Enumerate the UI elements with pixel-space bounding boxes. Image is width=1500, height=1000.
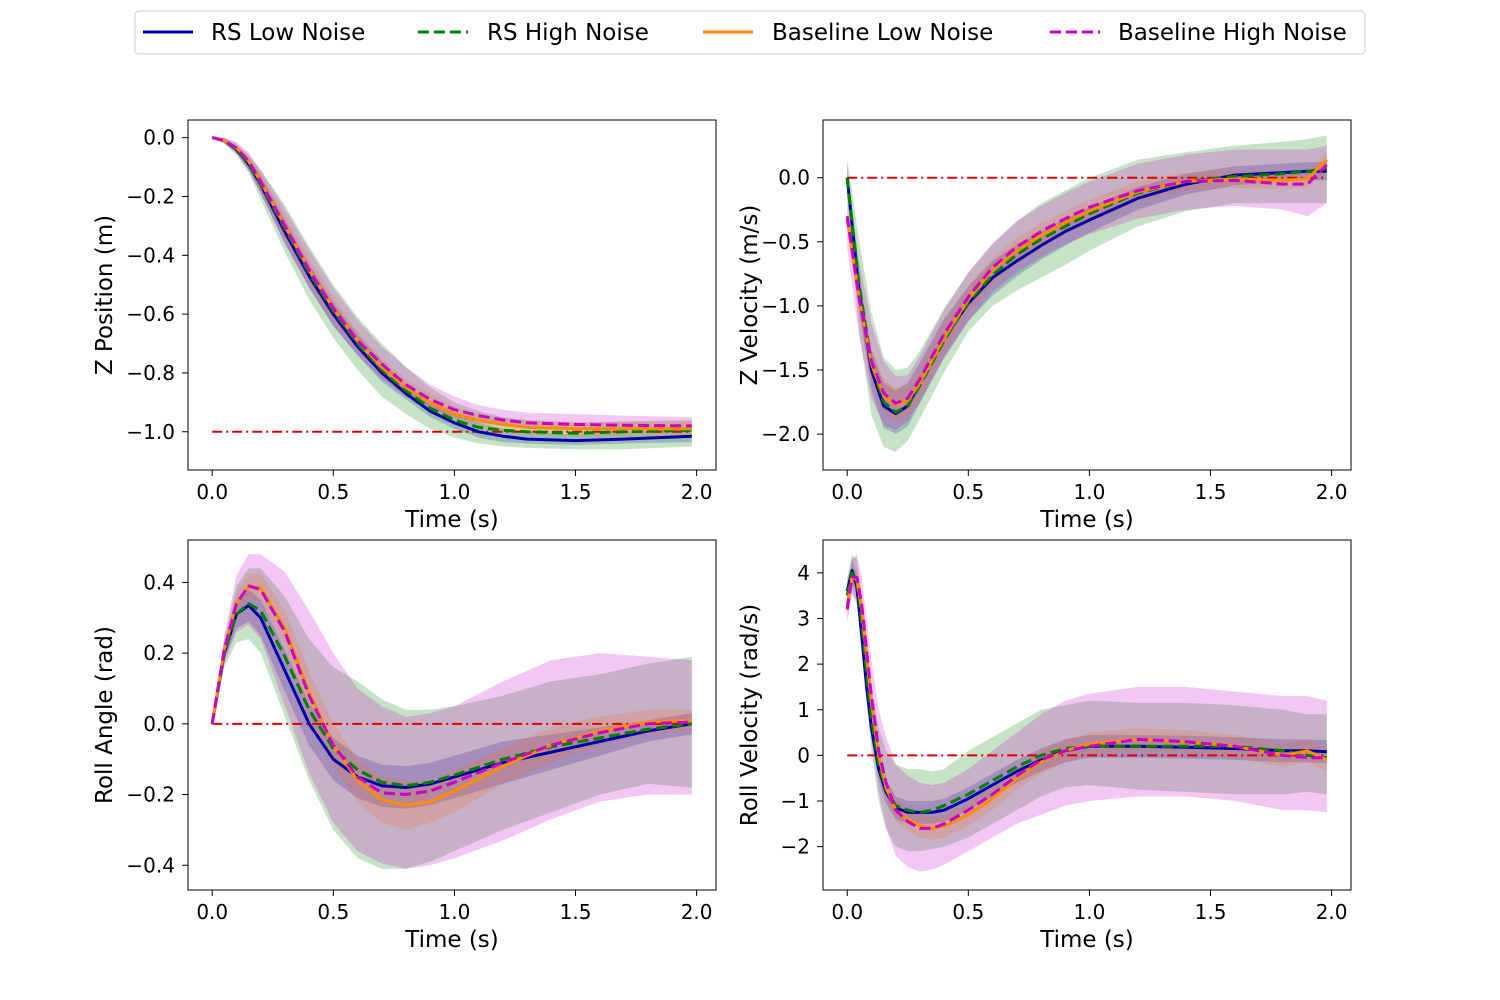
band-rs-high-noise <box>212 568 692 869</box>
x-axis-label: Time (s) <box>404 507 499 533</box>
band-rs-low-noise <box>212 589 692 809</box>
band-rs-low-noise <box>847 559 1327 824</box>
x-tick-label: 1.5 <box>560 900 592 924</box>
x-tick-label: 0.5 <box>952 900 984 924</box>
x-tick-label: 0.5 <box>317 900 349 924</box>
y-tick-label: 4 <box>797 561 810 585</box>
x-tick-label: 1.0 <box>1074 900 1106 924</box>
z-velocity-axes-frame <box>822 119 1352 471</box>
y-tick-label: 1 <box>797 698 810 722</box>
series-line-baseline-low-noise <box>211 136 692 431</box>
y-tick-label: −0.2 <box>126 783 175 807</box>
y-tick-label: −0.6 <box>126 302 175 326</box>
y-tick-label: 2 <box>797 652 810 676</box>
y-tick-label: 0.0 <box>143 126 175 150</box>
z-position-plot: 0.0 0.5 1.0 1.5 2.0 0.0 −0.2 −0.4 −0.6 −0.8 −1.0 Ti… <box>92 119 717 533</box>
x-tick-label: 0.0 <box>196 480 228 504</box>
y-tick-label: −1.0 <box>126 420 175 444</box>
x-tick-label: 2.0 <box>1316 480 1348 504</box>
band-baseline-high-noise <box>212 137 692 432</box>
y-tick-label: 0.0 <box>143 712 175 736</box>
series-line-baseline-high-noise <box>211 136 692 428</box>
y-tick-label: −1 <box>781 789 810 813</box>
x-tick-label: 1.0 <box>439 900 471 924</box>
x-tick-label: 1.0 <box>439 480 471 504</box>
series-line-baseline-low-noise <box>845 158 1328 407</box>
x-axis-label: Time (s) <box>404 927 499 953</box>
y-tick-label: −2.0 <box>761 422 810 446</box>
series-line-rs-high-noise <box>211 136 692 435</box>
series-line-baseline-high-noise <box>210 584 692 796</box>
series-line-rs-high-noise <box>845 167 1327 414</box>
y-tick-label: 0.2 <box>143 641 175 665</box>
y-tick-label: 0 <box>797 743 810 767</box>
x-tick-label: 1.0 <box>1074 480 1106 504</box>
x-tick-label: 2.0 <box>1316 900 1348 924</box>
series-line-rs-low-noise <box>210 603 693 789</box>
legend: RS Low Noise RS High Noise Baseline Low … <box>134 10 1366 55</box>
series-line-baseline-high-noise <box>845 575 1327 830</box>
x-tick-label: 0.0 <box>196 900 228 924</box>
series-line-baseline-high-noise <box>845 163 1328 405</box>
x-axis-label: Time (s) <box>1039 927 1134 953</box>
band-rs-high-noise <box>847 554 1327 852</box>
band-rs-high-noise <box>212 137 692 450</box>
band-rs-high-noise <box>847 135 1327 453</box>
z-position-plot-area <box>211 136 692 450</box>
z-velocity-plot: 0.0 0.5 1.0 1.5 2.0 0.0 −0.5 −1.0 −1.5 −2.0 Time (… <box>737 119 1352 533</box>
x-tick-label: 2.0 <box>681 900 713 924</box>
band-baseline-low-noise <box>847 568 1327 840</box>
x-tick-label: 2.0 <box>681 480 713 504</box>
series-line-rs-high-noise <box>845 571 1327 814</box>
x-tick-label: 1.5 <box>560 480 592 504</box>
y-tick-label: −0.2 <box>126 184 175 208</box>
y-tick-label: 0.4 <box>143 570 175 594</box>
x-axis-label: Time (s) <box>1039 507 1134 533</box>
legend-label-rs-high-noise: RS High Noise <box>487 20 649 46</box>
band-baseline-high-noise <box>847 554 1327 872</box>
y-tick-label: −0.5 <box>761 230 810 254</box>
z-velocity-plot-area <box>845 135 1328 453</box>
roll-angle-plot-area <box>210 554 693 869</box>
roll-angle-axes-frame <box>187 539 717 891</box>
y-tick-label: 0.0 <box>778 166 810 190</box>
x-tick-label: 0.5 <box>317 480 349 504</box>
legend-entry-rs-low-noise: RS Low Noise <box>143 20 365 46</box>
z-position-axes-frame <box>187 119 717 471</box>
band-baseline-low-noise <box>212 137 692 437</box>
roll-velocity-plot-area <box>845 554 1328 872</box>
series-line-rs-low-noise <box>211 136 692 443</box>
roll-velocity-plot: 0.0 0.5 1.0 1.5 2.0 4 3 2 1 0 −1 −2 Time (s) Roll Vel… <box>737 539 1352 953</box>
x-tick-label: 0.0 <box>831 900 863 924</box>
series-line-rs-high-noise <box>210 602 692 788</box>
legend-entry-baseline-low-noise: Baseline Low Noise <box>703 20 993 46</box>
y-tick-label: −2 <box>781 835 810 859</box>
y-axis-label: Roll Angle (rad) <box>92 626 118 804</box>
y-tick-label: −0.4 <box>126 243 175 267</box>
x-tick-label: 1.5 <box>1195 480 1227 504</box>
x-tick-label: 0.0 <box>831 480 863 504</box>
y-axis-label: Roll Velocity (rad/s) <box>737 604 763 826</box>
x-tick-label: 0.5 <box>952 480 984 504</box>
roll-velocity-axes-frame <box>822 539 1352 891</box>
y-axis-label: Z Velocity (m/s) <box>737 205 763 386</box>
y-axis-label: Z Position (m) <box>92 215 118 375</box>
y-tick-label: −0.4 <box>126 853 175 877</box>
legend-label-baseline-low-noise: Baseline Low Noise <box>772 20 993 46</box>
roll-angle-plot: 0.0 0.5 1.0 1.5 2.0 0.4 0.2 0.0 −0.2 −0.4 Time (s)… <box>92 539 717 953</box>
y-tick-label: −1.5 <box>761 358 810 382</box>
band-baseline-high-noise <box>212 554 692 869</box>
legend-entry-rs-high-noise: RS High Noise <box>418 20 649 46</box>
x-tick-label: 1.5 <box>1195 900 1227 924</box>
y-tick-label: −1.0 <box>761 294 810 318</box>
legend-entry-baseline-high-noise: Baseline High Noise <box>1050 20 1347 46</box>
band-rs-low-noise <box>847 162 1327 435</box>
legend-label-baseline-high-noise: Baseline High Noise <box>1118 20 1347 46</box>
y-tick-label: −0.8 <box>126 361 175 385</box>
y-tick-label: 3 <box>797 606 810 630</box>
legend-label-rs-low-noise: RS Low Noise <box>211 20 365 46</box>
